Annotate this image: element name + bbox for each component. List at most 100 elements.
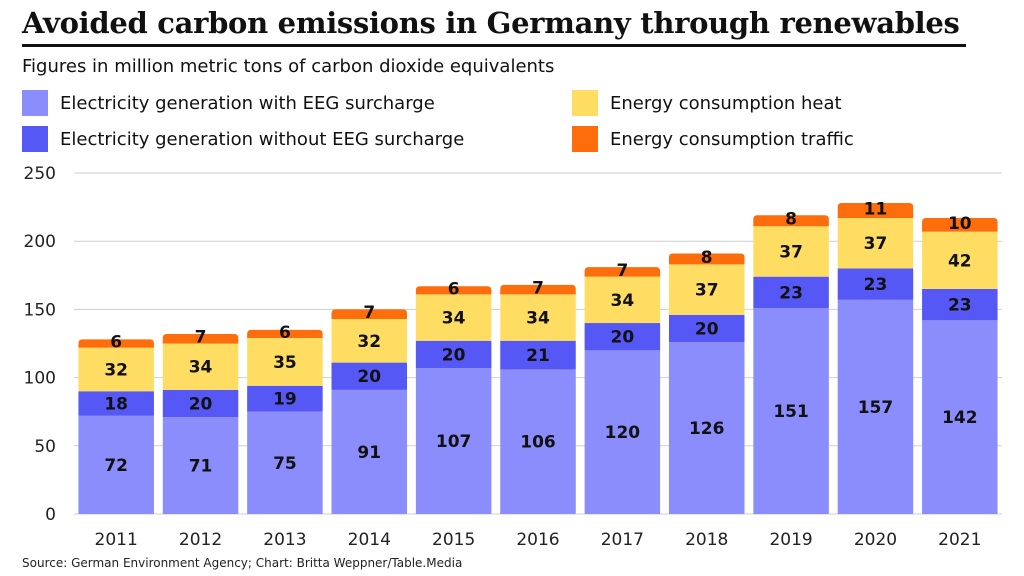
bar-segment-heat bbox=[78, 347, 154, 392]
data-label-heat: 34 bbox=[611, 291, 635, 311]
data-label-heat: 35 bbox=[273, 353, 297, 373]
x-tick-label: 2016 bbox=[516, 530, 559, 550]
bar-segment-no-eeg bbox=[78, 391, 154, 416]
bar-segment-heat bbox=[415, 294, 492, 341]
source-note: Source: German Environment Agency; Chart… bbox=[22, 556, 463, 570]
bar-segment-no-eeg bbox=[584, 323, 661, 351]
x-tick-label: 2020 bbox=[854, 530, 897, 550]
x-tick-label: 2019 bbox=[769, 530, 812, 550]
data-label-eeg: 157 bbox=[858, 398, 894, 418]
data-label-traffic: 11 bbox=[864, 200, 888, 220]
data-label-eeg: 126 bbox=[689, 419, 725, 439]
data-label-eeg: 72 bbox=[104, 456, 128, 476]
bar-segment-traffic bbox=[247, 329, 323, 339]
bar-segment-traffic bbox=[162, 333, 239, 344]
chart-subtitle: Figures in million metric tons of carbon… bbox=[22, 56, 555, 77]
bar-segment-no-eeg bbox=[247, 385, 323, 412]
data-label-no-eeg: 23 bbox=[864, 275, 888, 295]
data-label-traffic: 8 bbox=[785, 210, 797, 230]
legend-swatch-heat bbox=[572, 90, 598, 116]
data-label-traffic: 6 bbox=[448, 279, 460, 299]
bar-segment-traffic bbox=[668, 253, 745, 265]
data-label-eeg: 120 bbox=[605, 423, 641, 443]
bar-segment-eeg bbox=[78, 415, 154, 514]
bar-segment-traffic bbox=[331, 309, 408, 319]
data-label-eeg: 107 bbox=[436, 432, 472, 452]
data-label-no-eeg: 20 bbox=[442, 345, 466, 365]
legend-label-eeg: Electricity generation with EEG surcharg… bbox=[60, 92, 435, 114]
legend-item-heat: Energy consumption heat bbox=[572, 90, 842, 116]
legend-label-traffic: Energy consumption traffic bbox=[610, 128, 854, 150]
data-label-no-eeg: 20 bbox=[357, 367, 381, 387]
y-tick-label: 250 bbox=[24, 164, 56, 184]
data-label-no-eeg: 18 bbox=[104, 395, 128, 415]
bar-segment-eeg bbox=[837, 299, 914, 514]
legend-swatch-traffic bbox=[572, 126, 598, 152]
x-tick-label: 2012 bbox=[179, 530, 222, 550]
bar-segment-heat bbox=[922, 231, 998, 289]
data-label-heat: 37 bbox=[695, 281, 719, 301]
legend-item-no-eeg: Electricity generation without EEG surch… bbox=[22, 126, 464, 152]
data-label-heat: 34 bbox=[189, 358, 213, 378]
x-tick-label: 2021 bbox=[938, 530, 981, 550]
data-label-traffic: 7 bbox=[363, 303, 375, 323]
bar-segment-heat bbox=[500, 294, 576, 341]
legend-swatch-eeg bbox=[22, 90, 48, 116]
bar-segment-eeg bbox=[753, 308, 829, 514]
bar-segment-traffic bbox=[837, 203, 914, 219]
x-tick-label: 2015 bbox=[432, 530, 475, 550]
x-tick-label: 2014 bbox=[348, 530, 391, 550]
bar-segment-eeg bbox=[922, 320, 998, 514]
y-tick-label: 0 bbox=[45, 505, 56, 525]
bar-segment-no-eeg bbox=[331, 362, 408, 390]
bar-segment-eeg bbox=[415, 368, 492, 514]
data-label-heat: 32 bbox=[357, 332, 381, 352]
bar-segment-no-eeg bbox=[837, 268, 914, 300]
y-tick-label: 200 bbox=[24, 232, 56, 252]
data-label-traffic: 6 bbox=[279, 323, 291, 343]
bar-segment-heat bbox=[584, 276, 661, 324]
data-label-no-eeg: 20 bbox=[611, 328, 635, 348]
legend-label-heat: Energy consumption heat bbox=[610, 92, 842, 114]
bar-segment-eeg bbox=[162, 417, 239, 514]
data-label-heat: 37 bbox=[779, 242, 803, 262]
data-label-no-eeg: 23 bbox=[779, 283, 803, 303]
bar-segment-no-eeg bbox=[500, 340, 576, 370]
x-tick-label: 2011 bbox=[95, 530, 138, 550]
bar-segment-no-eeg bbox=[415, 340, 492, 369]
data-label-eeg: 151 bbox=[773, 402, 809, 422]
legend-label-no-eeg: Electricity generation without EEG surch… bbox=[60, 128, 465, 150]
data-label-heat: 32 bbox=[104, 360, 128, 380]
bar-segment-no-eeg bbox=[922, 288, 998, 321]
data-label-no-eeg: 19 bbox=[273, 390, 297, 410]
data-label-eeg: 142 bbox=[942, 408, 978, 428]
bar-segment-eeg bbox=[668, 342, 745, 514]
bar-segment-no-eeg bbox=[162, 389, 239, 418]
bar-segment-traffic bbox=[584, 267, 661, 277]
legend-item-traffic: Energy consumption traffic bbox=[572, 126, 854, 152]
bar-segment-heat bbox=[331, 318, 408, 363]
data-label-heat: 42 bbox=[948, 251, 972, 271]
x-tick-label: 2018 bbox=[685, 530, 728, 550]
bar-segment-traffic bbox=[78, 339, 154, 348]
bar-segment-heat bbox=[753, 226, 829, 277]
data-label-traffic: 10 bbox=[948, 214, 972, 234]
x-tick-label: 2013 bbox=[263, 530, 306, 550]
x-tick-label: 2017 bbox=[601, 530, 644, 550]
data-label-no-eeg: 21 bbox=[526, 346, 550, 366]
data-label-heat: 37 bbox=[864, 234, 888, 254]
data-label-eeg: 71 bbox=[189, 457, 213, 477]
data-label-no-eeg: 23 bbox=[948, 296, 972, 316]
data-label-traffic: 7 bbox=[532, 279, 544, 299]
y-tick-label: 50 bbox=[34, 437, 56, 457]
data-label-heat: 34 bbox=[526, 309, 550, 329]
data-label-traffic: 7 bbox=[616, 261, 628, 281]
data-label-eeg: 106 bbox=[520, 433, 556, 453]
data-label-no-eeg: 20 bbox=[695, 319, 719, 339]
y-tick-label: 150 bbox=[24, 300, 56, 320]
bar-segment-heat bbox=[162, 343, 239, 390]
bar-segment-eeg bbox=[584, 350, 661, 514]
bar-segment-traffic bbox=[753, 215, 829, 227]
data-label-eeg: 75 bbox=[273, 454, 297, 474]
